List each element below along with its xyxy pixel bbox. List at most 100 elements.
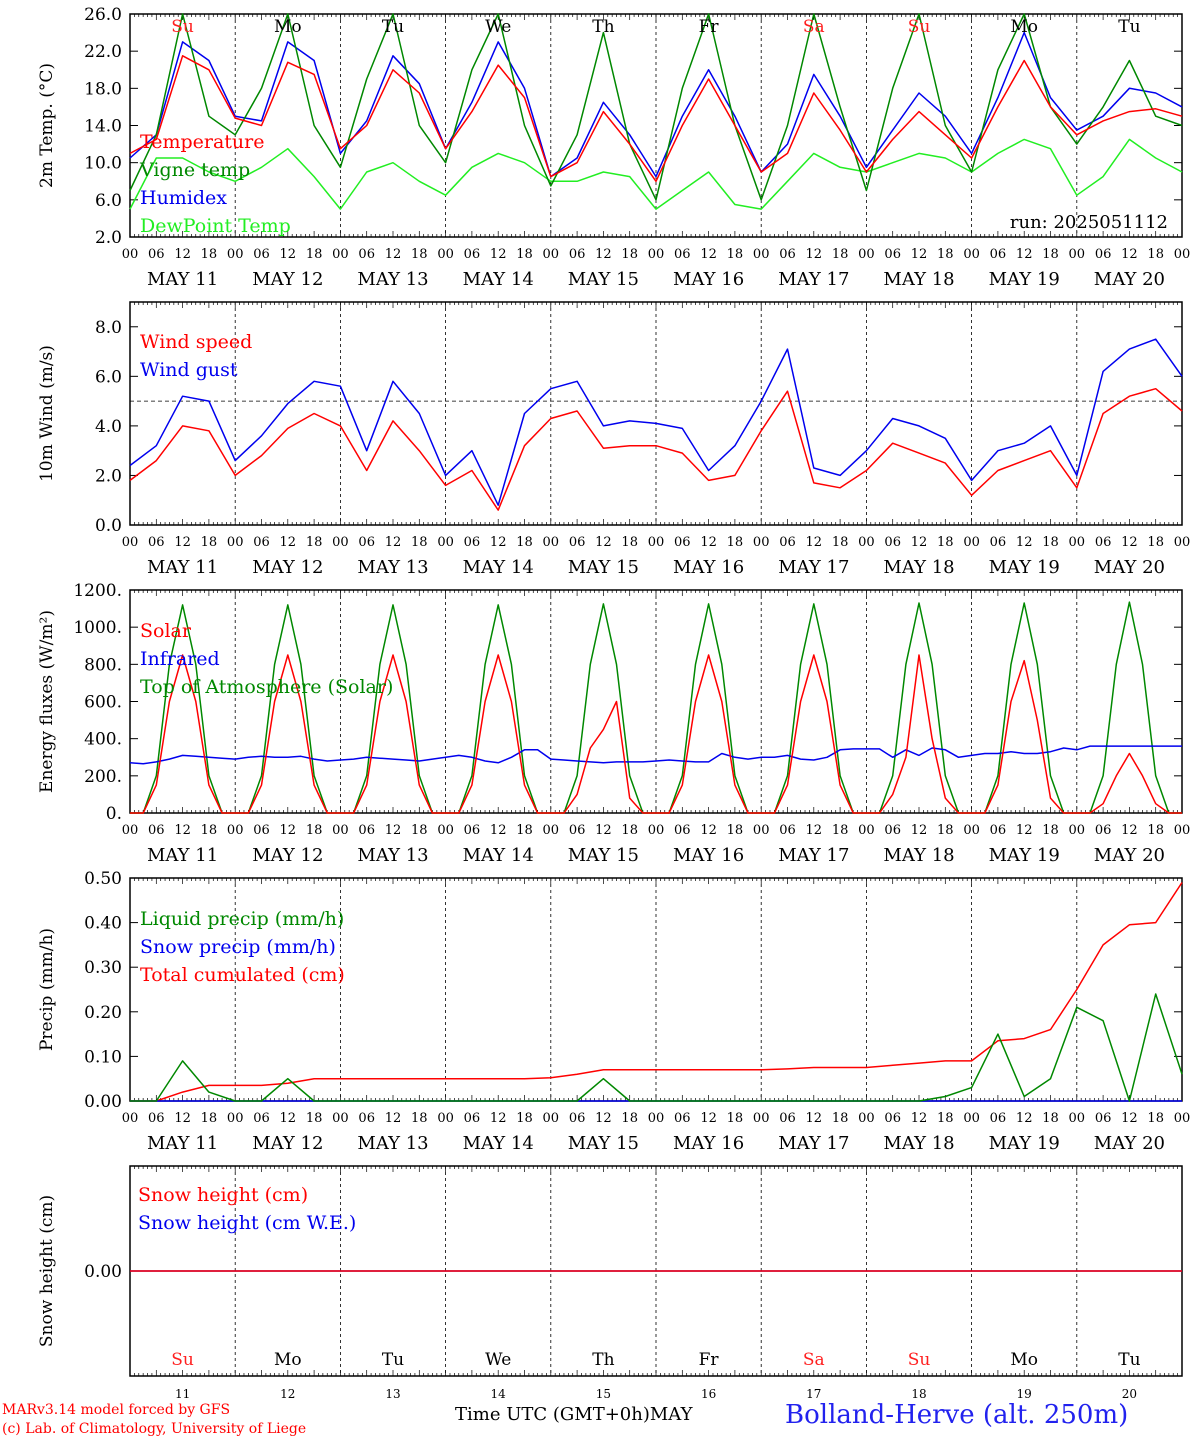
hour-tick-label: 12 <box>595 1111 612 1126</box>
hour-tick-label: 12 <box>280 247 297 262</box>
hour-tick-label: 12 <box>280 823 297 838</box>
hour-tick-label: 18 <box>937 1111 954 1126</box>
hour-tick-label: 06 <box>464 535 481 550</box>
hour-tick-label: 00 <box>1069 535 1086 550</box>
hour-tick-label: 12 <box>595 247 612 262</box>
hour-tick-label: 12 <box>490 823 507 838</box>
hour-tick-label: 06 <box>779 247 796 262</box>
run-label: run: 2025051112 <box>1010 212 1168 233</box>
hour-tick-label: 06 <box>358 1111 375 1126</box>
date-label: MAY 14 <box>463 269 534 290</box>
hour-tick-label: 12 <box>911 1111 928 1126</box>
hour-tick-label: 18 <box>1147 247 1164 262</box>
hour-tick-label: 06 <box>358 823 375 838</box>
date-label: MAY 18 <box>883 557 954 578</box>
hour-tick-label: 06 <box>674 823 691 838</box>
hour-tick-label: 06 <box>884 247 901 262</box>
lab-credit: (c) Lab. of Climatology, University of L… <box>2 1421 307 1437</box>
hour-tick-label: 00 <box>858 247 875 262</box>
hour-tick-label: 18 <box>516 1111 533 1126</box>
day-name: Tu <box>1118 1350 1140 1370</box>
hour-tick-label: 12 <box>490 247 507 262</box>
hour-tick-label: 06 <box>253 1111 270 1126</box>
hour-tick-label: 00 <box>1174 247 1191 262</box>
panel-frame <box>129 589 1183 814</box>
hour-tick-label: 00 <box>753 823 770 838</box>
hour-tick-label: 06 <box>358 247 375 262</box>
day-number: 14 <box>491 1387 507 1401</box>
legend-entry: DewPoint Temp <box>140 215 291 237</box>
hour-tick-label: 18 <box>306 1111 323 1126</box>
series-line-wind-gust <box>129 338 1183 506</box>
y-tick-label: 2.0 <box>95 466 122 486</box>
hour-tick-label: 18 <box>832 823 849 838</box>
hour-tick-label: 06 <box>884 535 901 550</box>
hour-tick-label: 00 <box>648 535 665 550</box>
hour-tick-label: 18 <box>832 535 849 550</box>
date-label: MAY 11 <box>147 845 218 866</box>
hour-tick-label: 06 <box>1095 247 1112 262</box>
legend-entry: Humidex <box>140 187 227 209</box>
hour-tick-label: 12 <box>806 535 823 550</box>
hour-tick-label: 12 <box>1121 823 1138 838</box>
hour-tick-label: 00 <box>543 1111 560 1126</box>
y-tick-label: 14.0 <box>84 117 122 137</box>
hour-tick-label: 06 <box>1095 535 1112 550</box>
panel-frame <box>129 301 1183 526</box>
panel-frame <box>129 13 1183 238</box>
hour-tick-label: 18 <box>1042 535 1059 550</box>
hour-tick-label: 18 <box>832 247 849 262</box>
hour-tick-label: 06 <box>464 823 481 838</box>
station-name: Bolland-Herve (alt. 250m) <box>785 1400 1129 1430</box>
series-line-infrared <box>129 745 1182 765</box>
y-tick-label: 6.0 <box>95 367 122 387</box>
hour-tick-label: 12 <box>911 247 928 262</box>
hour-tick-label: 12 <box>490 535 507 550</box>
hour-tick-label: 18 <box>937 247 954 262</box>
day-name: Sa <box>803 1350 825 1370</box>
hour-tick-label: 18 <box>727 823 744 838</box>
hour-tick-label: 06 <box>779 535 796 550</box>
date-label: MAY 17 <box>778 557 849 578</box>
hour-tick-label: 12 <box>1016 247 1033 262</box>
date-label: MAY 19 <box>989 269 1060 290</box>
series-line-liquid-precip-mm-h- <box>130 993 1183 1102</box>
hour-tick-label: 00 <box>1174 1111 1191 1126</box>
date-label: MAY 12 <box>252 845 323 866</box>
day-name: Tu <box>382 17 404 37</box>
model-credit: MARv3.14 model forced by GFS <box>2 1402 231 1418</box>
series-line-solar <box>130 654 1182 814</box>
date-label: MAY 11 <box>147 1133 218 1154</box>
hour-tick-label: 18 <box>937 823 954 838</box>
day-name: Tu <box>382 1350 404 1370</box>
date-label: MAY 15 <box>568 845 639 866</box>
hour-tick-label: 00 <box>437 823 454 838</box>
legend-entry: Snow height (cm W.E.) <box>138 1212 356 1234</box>
hour-tick-label: 18 <box>516 535 533 550</box>
hour-tick-label: 12 <box>806 823 823 838</box>
hour-tick-label: 18 <box>201 1111 218 1126</box>
hour-tick-label: 00 <box>858 823 875 838</box>
hour-tick-label: 06 <box>148 247 165 262</box>
date-label: MAY 19 <box>989 557 1060 578</box>
legend-entry: Wind gust <box>140 359 238 381</box>
date-label: MAY 15 <box>568 269 639 290</box>
x-axis-title-text: Time UTC (GMT+0h) <box>455 1404 650 1425</box>
hour-tick-label: 12 <box>1016 535 1033 550</box>
hour-tick-label: 00 <box>437 1111 454 1126</box>
hour-tick-label: 12 <box>385 823 402 838</box>
legend-entry: Snow precip (mm/h) <box>140 936 336 958</box>
day-number: 12 <box>280 1387 295 1401</box>
date-label: MAY 16 <box>673 557 744 578</box>
hour-tick-label: 00 <box>1174 823 1191 838</box>
hour-tick-label: 00 <box>963 1111 980 1126</box>
hour-tick-label: 12 <box>595 823 612 838</box>
date-label: MAY 17 <box>778 269 849 290</box>
hour-tick-label: 00 <box>753 535 770 550</box>
hour-tick-label: 12 <box>280 1111 297 1126</box>
hour-tick-label: 06 <box>148 1111 165 1126</box>
hour-tick-label: 12 <box>1016 823 1033 838</box>
hour-tick-label: 00 <box>648 823 665 838</box>
hour-tick-label: 18 <box>621 247 638 262</box>
hour-tick-label: 06 <box>569 535 586 550</box>
